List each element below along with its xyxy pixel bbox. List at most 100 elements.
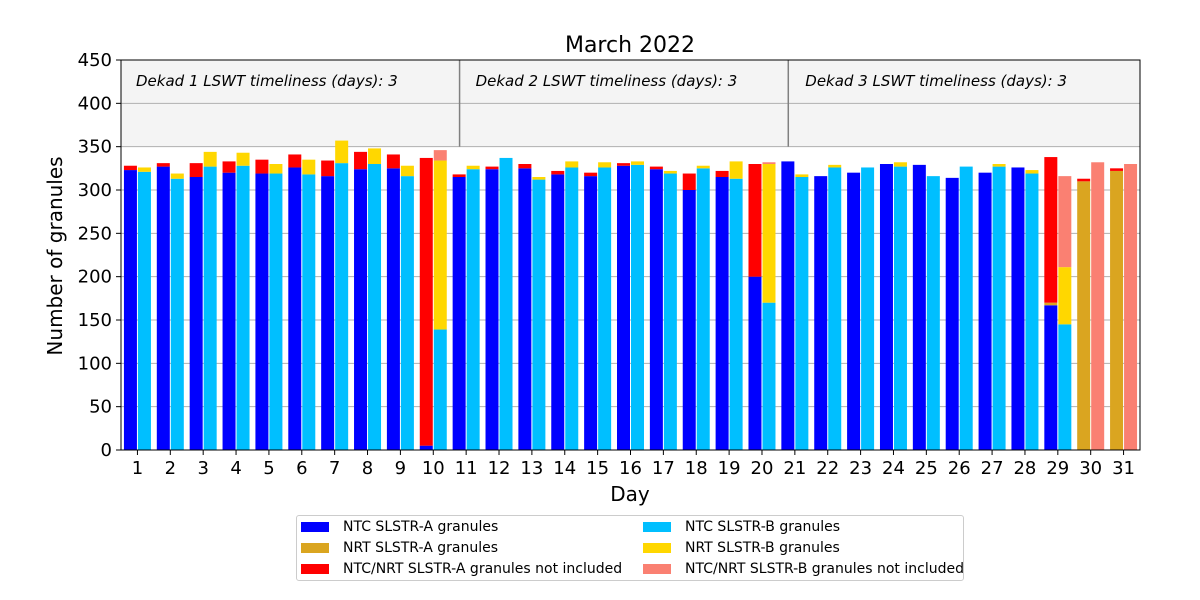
- bar-segment: [485, 169, 499, 450]
- x-tick-label: 17: [652, 458, 675, 479]
- x-tick-label: 12: [488, 458, 511, 479]
- legend-item-nrt-b: NRT SLSTR-B granules: [643, 538, 840, 558]
- bar-segment: [452, 174, 466, 177]
- legend-item-excluded-a: NTC/NRT SLSTR-A granules not included: [301, 559, 622, 579]
- bar-segment: [828, 167, 842, 450]
- bar-segment: [485, 166, 499, 170]
- bar-segment: [222, 172, 236, 450]
- bar-segment: [123, 170, 137, 451]
- x-tick-label: 1: [132, 458, 143, 479]
- bar-segment: [137, 171, 151, 451]
- x-tick-label: 15: [586, 458, 609, 479]
- legend-swatch: [643, 564, 671, 574]
- bar-segment: [1044, 157, 1058, 303]
- bar-segment: [565, 167, 579, 450]
- bar-segment: [386, 168, 400, 451]
- bar-segment: [748, 164, 762, 277]
- legend-label: NTC SLSTR-B granules: [685, 519, 841, 535]
- bar-segment: [269, 164, 283, 174]
- bar-segment: [847, 172, 861, 450]
- bar-segment: [419, 157, 433, 446]
- legend-label: NTC/NRT SLSTR-A granules not included: [343, 561, 623, 577]
- bar-segment: [598, 162, 612, 168]
- bar-segment: [419, 445, 433, 450]
- x-tick-label: 11: [455, 458, 478, 479]
- bar-segment: [203, 166, 217, 450]
- x-tick-label: 5: [263, 458, 274, 479]
- bar-segment: [400, 176, 414, 450]
- bar-segment: [156, 166, 170, 450]
- bar-segment: [137, 167, 151, 172]
- y-tick-label: 200: [78, 267, 112, 288]
- bar-segment: [879, 164, 893, 450]
- bar-segment: [368, 164, 382, 450]
- bar-segment: [551, 170, 565, 175]
- bar-segment: [321, 160, 335, 177]
- bar-segment: [978, 172, 992, 450]
- bar-segment: [682, 190, 696, 450]
- x-tick-label: 8: [362, 458, 373, 479]
- bar-segment: [795, 177, 809, 450]
- bar-segment: [565, 161, 579, 168]
- bar-segment: [1110, 168, 1124, 171]
- bar-segment: [1077, 178, 1091, 182]
- bar-segment: [354, 151, 368, 170]
- bar-segment: [814, 176, 828, 450]
- bar-segment: [762, 302, 776, 450]
- legend-label: NTC SLSTR-A granules: [343, 519, 499, 535]
- y-tick-label: 50: [89, 397, 112, 418]
- y-tick-label: 250: [78, 223, 112, 244]
- y-tick-label: 400: [78, 93, 112, 114]
- x-tick-label: 19: [718, 458, 741, 479]
- x-tick-label: 9: [395, 458, 406, 479]
- x-tick-label: 27: [981, 458, 1004, 479]
- dekad-annotation: Dekad 3 LSWT timeliness (days): 3: [805, 72, 1067, 90]
- bar-segment: [781, 161, 795, 450]
- x-tick-label: 23: [849, 458, 872, 479]
- bar-segment: [1077, 181, 1091, 451]
- bar-segment: [532, 179, 546, 450]
- legend-swatch: [301, 522, 329, 532]
- x-tick-label: 6: [296, 458, 307, 479]
- bar-segment: [715, 177, 729, 450]
- legend-swatch: [643, 522, 671, 532]
- bar-segment: [617, 163, 630, 166]
- x-tick-label: 26: [948, 458, 971, 479]
- legend-item-excluded-b: NTC/NRT SLSTR-B granules not included: [643, 559, 964, 579]
- bar-segment: [795, 174, 809, 177]
- legend: NTC SLSTR-A granules NTC SLSTR-B granule…: [296, 515, 964, 581]
- bar-segment: [551, 174, 565, 450]
- x-tick-label: 10: [422, 458, 445, 479]
- bar-segment: [1058, 176, 1072, 268]
- legend-swatch: [643, 543, 671, 553]
- bar-segment: [663, 170, 677, 174]
- bar-segment: [466, 169, 480, 450]
- legend-item-ntc-a: NTC SLSTR-A granules: [301, 517, 498, 537]
- bar-segment: [1110, 170, 1124, 450]
- y-tick-label: 450: [78, 50, 112, 71]
- x-tick-label: 25: [915, 458, 938, 479]
- bar-segment: [715, 170, 729, 177]
- bar-segment: [992, 166, 1006, 450]
- chart-title: March 2022: [565, 33, 695, 58]
- bar-segment: [617, 165, 630, 450]
- bar-segment: [452, 177, 466, 450]
- legend-label: NTC/NRT SLSTR-B granules not included: [685, 561, 964, 577]
- bar-segment: [959, 166, 973, 450]
- legend-swatch: [301, 543, 329, 553]
- bar-segment: [288, 167, 302, 450]
- bar-segment: [123, 165, 137, 171]
- bar-segment: [828, 164, 842, 168]
- x-tick-label: 21: [783, 458, 806, 479]
- x-tick-label: 31: [1112, 458, 1135, 479]
- bar-segment: [696, 165, 710, 169]
- bar-segment: [696, 168, 710, 451]
- bar-segment: [335, 163, 349, 450]
- bar-segment: [156, 163, 170, 167]
- y-axis-label: Number of granules: [43, 156, 67, 355]
- bar-segment: [631, 161, 644, 165]
- bar-segment: [729, 161, 743, 179]
- bar-segment: [584, 172, 598, 177]
- x-tick-label: 18: [685, 458, 708, 479]
- bar-segment: [893, 162, 907, 167]
